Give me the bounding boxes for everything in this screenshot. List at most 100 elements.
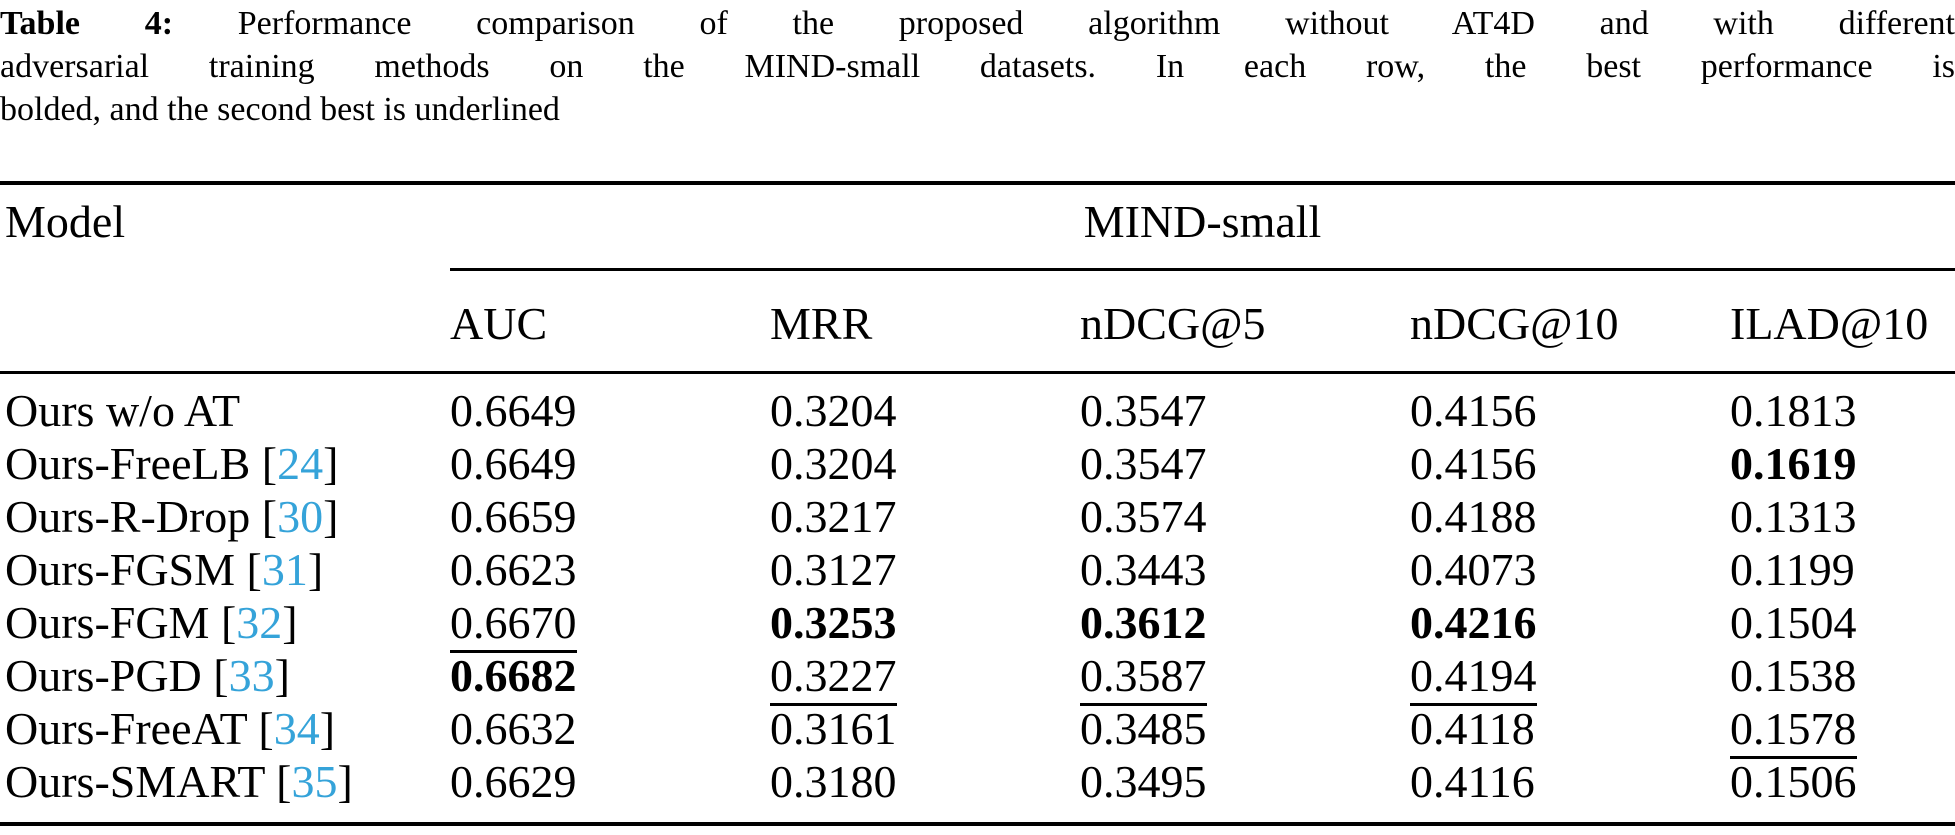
model-name: Ours-PGD	[5, 650, 202, 701]
column-header-ndcg10: nDCG@10	[1410, 269, 1730, 374]
model-name: Ours-FGM	[5, 597, 210, 648]
metric-cell-auc: 0.6649	[450, 373, 770, 438]
metric-value: 0.6649	[450, 385, 577, 436]
table-caption: Table 4: Performance comparison of the p…	[0, 2, 1955, 131]
table-row: Ours-R-Drop 30 0.6659 0.3217 0.3574 0.418…	[0, 490, 1955, 543]
caption-line-3: bolded, and the second best is underline…	[0, 88, 1955, 131]
metric-value: 0.3217	[770, 491, 897, 542]
metric-cell-ndcg10: 0.4116	[1410, 755, 1730, 824]
metric-cell-ilad10: 0.1619	[1730, 437, 1955, 490]
table-row: Ours-PGD 33 0.6682 0.3227 0.3587 0.4194 0…	[0, 649, 1955, 706]
metric-value: 0.3574	[1080, 491, 1207, 542]
metric-cell-auc: 0.6623	[450, 543, 770, 596]
metric-cell-auc: 0.6670	[450, 596, 770, 653]
metric-value: 0.3127	[770, 544, 897, 595]
citation: 32	[209, 597, 297, 648]
table-row: Ours-FreeLB 24 0.6649 0.3204 0.3547 0.415…	[0, 437, 1955, 490]
citation: 24	[250, 438, 338, 489]
metric-value: 0.6670	[450, 597, 577, 653]
metric-cell-ndcg5: 0.3547	[1080, 437, 1410, 490]
metric-value: 0.4156	[1410, 385, 1537, 436]
column-header-ndcg5: nDCG@5	[1080, 269, 1410, 374]
model-name-cell: Ours-FGM 32	[0, 596, 450, 649]
metric-value: 0.4216	[1410, 597, 1537, 648]
metric-cell-ilad10: 0.1199	[1730, 543, 1955, 596]
model-name-cell: Ours-PGD 33	[0, 649, 450, 702]
metric-cell-ndcg10: 0.4156	[1410, 373, 1730, 438]
model-name: Ours-SMART	[5, 756, 265, 807]
metric-value: 0.1813	[1730, 385, 1857, 436]
results-table: Model MIND-small AUC MRR nDCG@5 nDCG@10 …	[0, 181, 1955, 826]
caption-text-2: adversarial training methods on the MIND…	[0, 48, 1955, 85]
model-name: Ours-FGSM	[5, 544, 236, 595]
metric-value: 0.1506	[1730, 756, 1857, 807]
metric-value: 0.3547	[1080, 438, 1207, 489]
model-name: Ours w/o AT	[5, 385, 241, 436]
model-name-cell: Ours-R-Drop 30	[0, 490, 450, 543]
metric-cell-ndcg5: 0.3485	[1080, 702, 1410, 755]
citation: 30	[250, 491, 338, 542]
caption-line-1: Table 4: Performance comparison of the p…	[0, 2, 1955, 45]
group-header-row: Model MIND-small	[0, 183, 1955, 271]
metric-cell-ndcg5: 0.3587	[1080, 649, 1410, 706]
metric-cell-ilad10: 0.1538	[1730, 649, 1955, 702]
model-name: Ours-FreeLB	[5, 438, 251, 489]
citation-link[interactable]: 31	[261, 544, 308, 595]
citation-link[interactable]: 24	[277, 438, 324, 489]
metric-cell-ndcg5: 0.3443	[1080, 543, 1410, 596]
metric-value: 0.3587	[1080, 650, 1207, 706]
metric-cell-mrr: 0.3161	[770, 702, 1080, 755]
metric-value: 0.6623	[450, 544, 577, 595]
model-name-cell: Ours w/o AT	[0, 373, 450, 438]
table-row: Ours w/o AT 0.6649 0.3204 0.3547 0.4156 …	[0, 373, 1955, 438]
metric-value: 0.4156	[1410, 438, 1537, 489]
metric-value: 0.6682	[450, 650, 577, 701]
metric-cell-mrr: 0.3217	[770, 490, 1080, 543]
metric-value: 0.6629	[450, 756, 577, 807]
metric-cell-ilad10: 0.1578	[1730, 702, 1955, 759]
metric-value: 0.3443	[1080, 544, 1207, 595]
metric-cell-ndcg5: 0.3574	[1080, 490, 1410, 543]
metric-cell-auc: 0.6632	[450, 702, 770, 755]
metric-value: 0.4073	[1410, 544, 1537, 595]
metric-cell-mrr: 0.3127	[770, 543, 1080, 596]
metric-value: 0.1199	[1730, 544, 1855, 595]
metric-value: 0.3161	[770, 703, 897, 754]
table-row: Ours-SMART 35 0.6629 0.3180 0.3495 0.4116…	[0, 755, 1955, 824]
metric-value: 0.1313	[1730, 491, 1857, 542]
model-name: Ours-R-Drop	[5, 491, 251, 542]
metric-value: 0.3227	[770, 650, 897, 706]
metric-cell-ndcg5: 0.3495	[1080, 755, 1410, 824]
metric-value: 0.1578	[1730, 703, 1857, 759]
model-column-header: Model	[5, 196, 126, 247]
citation-link[interactable]: 30	[277, 491, 324, 542]
citation: 33	[202, 650, 290, 701]
metric-cell-auc: 0.6649	[450, 437, 770, 490]
citation: 34	[247, 703, 335, 754]
citation-link[interactable]: 34	[273, 703, 320, 754]
metric-value: 0.3204	[770, 438, 897, 489]
citation-link[interactable]: 35	[291, 756, 338, 807]
metric-cell-ndcg10: 0.4156	[1410, 437, 1730, 490]
metric-cell-ilad10: 0.1506	[1730, 755, 1955, 824]
empty-header-cell	[0, 269, 450, 374]
metric-cell-ilad10: 0.1313	[1730, 490, 1955, 543]
metric-value: 0.4116	[1410, 756, 1535, 807]
table-row: Ours-FGSM31 0.6623 0.3127 0.3443 0.4073 …	[0, 543, 1955, 596]
metric-value: 0.4188	[1410, 491, 1537, 542]
citation-link[interactable]: 32	[236, 597, 283, 648]
model-name-cell: Ours-SMART 35	[0, 755, 450, 824]
metric-cell-mrr: 0.3253	[770, 596, 1080, 649]
metric-value: 0.4118	[1410, 703, 1535, 754]
metric-cell-ndcg10: 0.4118	[1410, 702, 1730, 755]
column-header-auc: AUC	[450, 269, 770, 374]
metric-cell-ilad10: 0.1504	[1730, 596, 1955, 649]
citation-link[interactable]: 33	[228, 650, 275, 701]
citation: 35	[265, 756, 353, 807]
table-row: Ours-FGM 32 0.6670 0.3253 0.3612 0.4216 0…	[0, 596, 1955, 653]
metric-cell-auc: 0.6629	[450, 755, 770, 824]
metric-value: 0.4194	[1410, 650, 1537, 706]
metric-value: 0.6632	[450, 703, 577, 754]
metric-cell-ndcg10: 0.4216	[1410, 596, 1730, 649]
